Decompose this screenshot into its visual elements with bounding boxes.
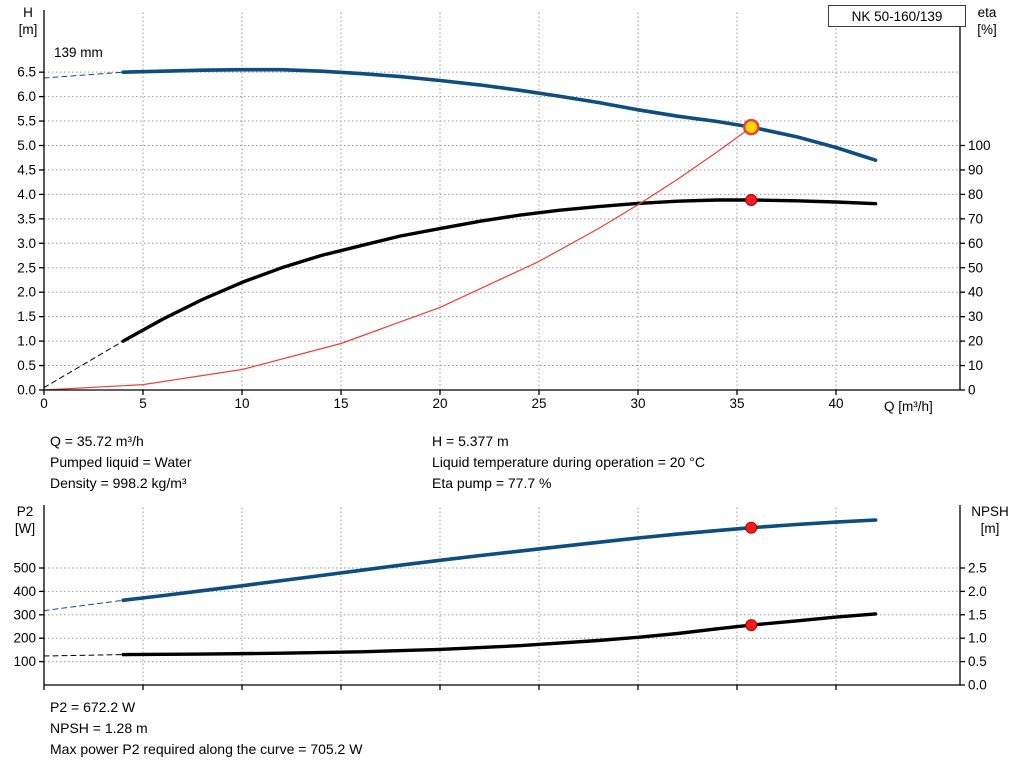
tick-label: 20 [968,334,983,349]
tick-label: 1.5 [17,309,36,324]
pump-model-box: NK 50-160/139 [828,5,966,27]
head-value-line: H = 5.377 m [432,433,509,449]
tick-label: 5.0 [17,138,36,153]
npsh-duty-point[interactable] [745,619,758,632]
tick-label: 70 [968,211,983,226]
tick-label: 200 [13,631,36,646]
npsh-curve-dashed-extension [43,654,124,657]
tick-label: 40 [968,285,983,300]
flow-value-line: Q = 35.72 m³/h [50,433,144,449]
tick-label: 15 [333,396,348,411]
tick-label: 3.5 [17,211,36,226]
tick-label: 80 [968,187,983,202]
tick-label: 40 [828,396,843,411]
head-axis-label: H [m] [12,4,44,38]
qh-curve-139mm [121,67,878,162]
tick-label: 30 [630,396,645,411]
tick-label: 1.5 [968,607,987,622]
tick-label: 0.0 [968,678,987,693]
npsh-axis-unit: [m] [980,521,1000,536]
tick-label: 30 [968,309,983,324]
p2-axis-symbol: P2 [16,504,34,519]
tick-label: 400 [13,584,36,599]
tick-label: 5.5 [17,114,36,129]
density-line: Density = 998.2 kg/m³ [50,475,187,491]
duty-info-column-2: H = 5.377 m Liquid temperature during op… [432,431,705,494]
pump-model-label: NK 50-160/139 [851,8,943,24]
tick-label: 2.5 [17,260,36,275]
tick-label: 0.5 [17,358,36,373]
efficiency-curve [121,198,878,343]
power-info-block: P2 = 672.2 W NPSH = 1.28 m Max power P2 … [50,697,362,760]
eta-axis-unit: [%] [977,22,997,37]
tick-label: 0 [40,396,48,411]
tick-label: 0.0 [17,383,36,398]
eta-axis-symbol: eta [977,5,997,20]
tick-label: 1.0 [17,334,36,349]
tick-label: 60 [968,236,983,251]
tick-label: 50 [968,260,983,275]
tick-label: 0.5 [968,654,987,669]
tick-label: 20 [432,396,447,411]
tick-label: 0 [968,383,976,398]
p2-duty-point[interactable] [745,521,758,534]
npsh-axis-symbol: NPSH [971,504,1009,519]
eta-pump-line: Eta pump = 77.7 % [432,475,552,491]
p2-curve-dashed-extension [43,599,124,612]
tick-label: 1.0 [968,631,987,646]
tick-label: 4.5 [17,162,36,177]
efficiency-curve-dashed-extension [43,340,124,389]
impeller-diameter-label: 139 mm [54,45,103,60]
p2-curve [121,518,878,603]
liquid-temperature-line: Liquid temperature during operation = 20… [432,454,705,470]
tick-label: 6.0 [17,89,36,104]
tick-label: 2.0 [17,285,36,300]
duty-info-column-1: Q = 35.72 m³/h Pumped liquid = Water Den… [50,431,192,494]
head-axis-unit: [m] [18,22,38,37]
duty-point[interactable] [743,118,760,136]
tick-label: 2.5 [968,561,987,576]
tick-label: 100 [13,654,36,669]
eta-axis-label: eta [%] [966,4,1008,38]
tick-label: 35 [729,396,744,411]
tick-label: 4.0 [17,187,36,202]
tick-label: 500 [13,561,36,576]
system-curve [43,126,752,391]
tick-label: 10 [968,358,983,373]
head-axis-symbol: H [23,5,33,20]
tick-label: 300 [13,607,36,622]
tick-label: 3.0 [17,236,36,251]
tick-label: 90 [968,162,983,177]
pumped-liquid-line: Pumped liquid = Water [50,454,192,470]
flow-axis-label: Q [m³/h] [884,399,933,414]
p2-axis-label: P2 [W] [6,503,44,537]
tick-label: 100 [968,138,991,153]
npsh-value-line: NPSH = 1.28 m [50,720,148,736]
p2-axis-unit: [W] [14,521,36,536]
npsh-axis-label: NPSH [m] [964,503,1016,537]
max-power-line: Max power P2 required along the curve = … [50,741,363,757]
p2-value-line: P2 = 672.2 W [50,699,136,715]
tick-label: 2.0 [968,584,987,599]
npsh-curve [121,612,878,657]
efficiency-duty-point[interactable] [745,194,758,207]
tick-label: 10 [234,396,249,411]
tick-label: 6.5 [17,65,36,80]
tick-label: 25 [531,396,546,411]
tick-label: 5 [139,396,147,411]
qh-curve-dashed-extension [43,71,124,79]
